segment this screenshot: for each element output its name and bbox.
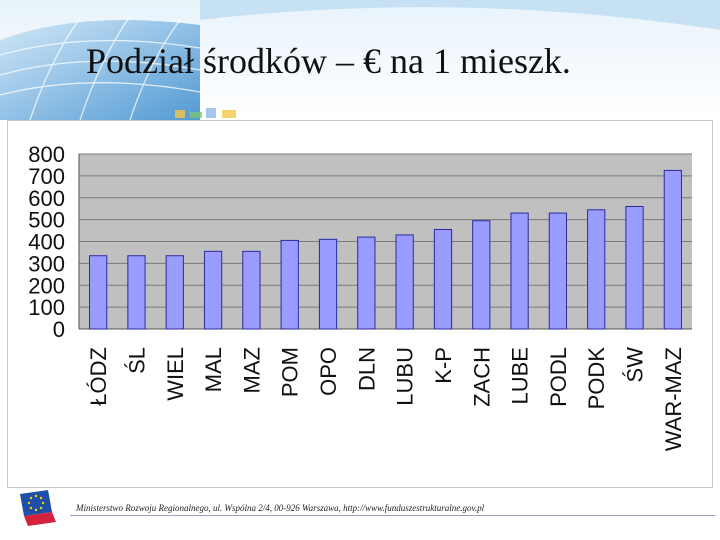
x-tick-label: DLN: [354, 347, 379, 391]
x-tick-label: OPO: [316, 347, 341, 396]
header-decoration: [0, 0, 720, 120]
x-tick-label: ŚW: [623, 347, 648, 383]
bar: [663, 169, 682, 330]
y-tick-label: 400: [28, 230, 65, 255]
bar: [242, 250, 261, 330]
bar: [318, 238, 338, 330]
chart-frame: 0 100 200 300 400 500 600 700 800 ŁÓDZ ŚL WIEL MAL MA…: [7, 120, 713, 488]
bar: [203, 250, 223, 330]
bar: [89, 255, 108, 330]
bar: [357, 236, 376, 330]
bar: [510, 212, 529, 330]
bar: [395, 234, 414, 330]
bar: [472, 220, 491, 330]
y-tick-label: 0: [53, 317, 65, 342]
eu-flag-logo: [20, 490, 56, 526]
x-tick-label: POM: [278, 347, 303, 397]
x-tick-label: MAZ: [239, 347, 264, 393]
x-tick-label: LUBU: [393, 347, 418, 406]
bar: [548, 212, 568, 330]
y-tick-label: 200: [28, 273, 65, 298]
x-tick-label: LUBE: [508, 347, 533, 404]
x-tick-label: ŚL: [124, 347, 149, 374]
x-tick-label: PODK: [584, 347, 609, 410]
y-tick-label: 500: [28, 208, 65, 233]
footer-divider: [70, 515, 715, 516]
bar: [165, 255, 184, 330]
x-tick-label: WIEL: [163, 347, 188, 401]
x-tick-label: ZACH: [469, 347, 494, 407]
y-tick-label: 100: [28, 295, 65, 320]
footer-address: Ministerstwo Rozwoju Regionalnego, ul. W…: [76, 503, 485, 513]
y-tick-label: 300: [28, 251, 65, 276]
x-tick-label: K-P: [431, 347, 456, 384]
x-tick-label: ŁÓDZ: [86, 347, 111, 406]
bar: [433, 228, 453, 330]
slide-title: Podział środków – € na 1 mieszk.: [86, 41, 571, 81]
y-tick-label: 700: [28, 164, 65, 189]
y-tick-label: 800: [28, 142, 65, 167]
x-tick-label: PODL: [546, 347, 571, 407]
bar: [127, 255, 146, 330]
x-tick-label: MAL: [201, 347, 226, 392]
bar: [587, 209, 606, 330]
y-tick-label: 600: [28, 186, 65, 211]
x-tick-label: WAR-MAZ: [661, 347, 686, 451]
bar: [280, 239, 299, 330]
bar: [625, 206, 644, 330]
